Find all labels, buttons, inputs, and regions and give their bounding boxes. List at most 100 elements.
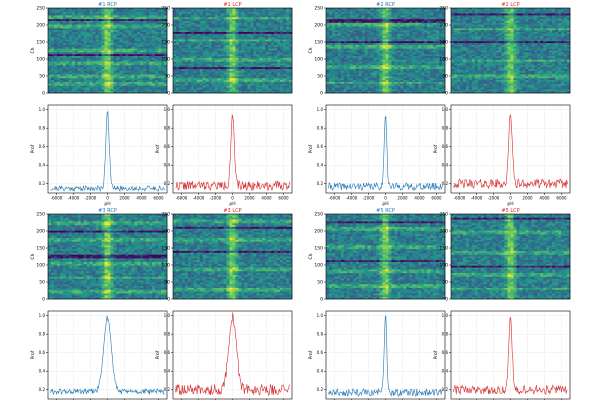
heatmap-cell bbox=[74, 83, 79, 86]
heatmap-cell bbox=[349, 48, 354, 51]
heatmap-cell bbox=[367, 24, 371, 27]
heatmap-cell bbox=[155, 68, 159, 72]
heatmap-cell bbox=[343, 37, 348, 40]
heatmap-cell bbox=[436, 20, 440, 24]
heatmap-cell bbox=[128, 65, 132, 68]
heatmap-cell bbox=[134, 15, 138, 18]
heatmap-cell bbox=[259, 28, 263, 31]
heatmap-cell bbox=[376, 32, 380, 35]
heatmap-cell bbox=[119, 52, 123, 55]
heatmap-cell bbox=[184, 30, 189, 33]
heatmap-cell bbox=[208, 35, 212, 38]
heatmap-cell bbox=[229, 33, 233, 37]
heatmap-cell bbox=[196, 15, 201, 18]
heatmap-cell bbox=[62, 43, 67, 46]
heatmap-cell bbox=[110, 81, 114, 85]
heatmap-cell bbox=[349, 43, 354, 46]
heatmap-cell bbox=[113, 48, 117, 51]
heatmap-cell bbox=[358, 46, 362, 49]
heatmap-cell bbox=[265, 68, 269, 72]
heatmap-cell bbox=[361, 59, 365, 62]
heatmap-cell bbox=[196, 13, 201, 16]
heatmap-cell bbox=[205, 13, 209, 16]
heatmap-cell bbox=[244, 20, 248, 24]
heatmap-cell bbox=[412, 43, 416, 46]
heatmap-cell bbox=[158, 39, 162, 42]
heatmap-cell bbox=[247, 80, 251, 83]
heatmap-cell bbox=[190, 20, 195, 24]
heatmap-cell bbox=[161, 30, 165, 33]
heatmap-cell bbox=[244, 54, 248, 57]
heatmap-cell bbox=[385, 57, 389, 61]
heatmap-cell bbox=[164, 67, 168, 70]
heatmap-cell bbox=[415, 28, 419, 31]
heatmap-cell bbox=[265, 43, 269, 46]
heatmap-cell bbox=[146, 15, 150, 18]
heatmap-cell bbox=[83, 50, 87, 53]
heatmap-cell bbox=[211, 33, 215, 37]
heatmap-cell bbox=[355, 32, 360, 35]
heatmap-cell bbox=[331, 24, 336, 27]
heatmap-cell bbox=[415, 56, 419, 59]
heatmap-cell bbox=[256, 9, 260, 12]
heatmap-cell bbox=[205, 17, 209, 20]
heatmap-cell bbox=[65, 67, 70, 70]
heatmap-cell bbox=[68, 28, 73, 31]
heatmap-cell bbox=[143, 81, 147, 85]
heatmap-cell bbox=[241, 67, 245, 70]
heatmap-cell bbox=[391, 8, 395, 11]
heatmap-cell bbox=[289, 61, 293, 64]
heatmap-cell bbox=[331, 50, 336, 53]
heatmap-cell bbox=[436, 54, 440, 57]
heatmap-cell bbox=[56, 19, 61, 22]
heatmap-cell bbox=[385, 52, 389, 55]
heatmap-cell bbox=[232, 68, 236, 72]
heatmap-cell bbox=[367, 8, 371, 11]
heatmap-cell bbox=[439, 20, 443, 24]
heatmap-cell bbox=[161, 63, 165, 66]
heatmap-cell bbox=[125, 68, 129, 72]
heatmap-cell bbox=[355, 61, 360, 64]
heatmap-cell bbox=[140, 30, 144, 33]
heatmap-cell bbox=[65, 30, 70, 33]
heatmap-cell bbox=[184, 72, 189, 75]
heatmap-cell bbox=[178, 39, 183, 42]
heatmap-cell bbox=[271, 87, 275, 90]
heatmap-cell bbox=[361, 43, 365, 46]
heatmap-cell bbox=[83, 83, 87, 86]
heatmap-cell bbox=[439, 48, 443, 51]
heatmap-cell bbox=[113, 15, 117, 18]
heatmap-cell bbox=[80, 33, 84, 37]
heatmap-cell bbox=[391, 35, 395, 38]
heatmap-cell bbox=[340, 52, 345, 55]
heatmap-cell bbox=[235, 83, 239, 86]
heatmap-cell bbox=[101, 89, 105, 92]
heatmap-cell bbox=[385, 59, 389, 62]
heatmap-cell bbox=[247, 26, 251, 29]
heatmap-cell bbox=[436, 56, 440, 59]
heatmap-cell bbox=[155, 32, 159, 35]
heatmap-cell bbox=[376, 61, 380, 64]
heatmap-cell bbox=[199, 32, 204, 35]
heatmap-cell bbox=[193, 78, 198, 81]
heatmap-cell bbox=[119, 22, 123, 25]
heatmap-cell bbox=[158, 80, 162, 83]
heatmap-cell bbox=[125, 54, 129, 57]
heatmap-cell bbox=[74, 15, 79, 18]
heatmap-cell bbox=[152, 91, 156, 94]
heatmap-cell bbox=[53, 19, 58, 22]
heatmap-cell bbox=[412, 17, 416, 20]
heatmap-cell bbox=[358, 22, 362, 25]
heatmap-cell bbox=[48, 76, 52, 79]
heatmap-cell bbox=[238, 8, 242, 11]
heatmap-cell bbox=[95, 78, 99, 81]
heatmap-cell bbox=[152, 87, 156, 90]
heatmap-cell bbox=[137, 87, 141, 90]
heatmap-cell bbox=[140, 33, 144, 37]
heatmap-cell bbox=[74, 54, 79, 57]
heatmap-cell bbox=[122, 39, 126, 42]
heatmap-cell bbox=[92, 37, 96, 40]
heatmap-cell bbox=[286, 39, 290, 42]
heatmap-cell bbox=[220, 33, 224, 37]
heatmap-cell bbox=[53, 8, 58, 11]
